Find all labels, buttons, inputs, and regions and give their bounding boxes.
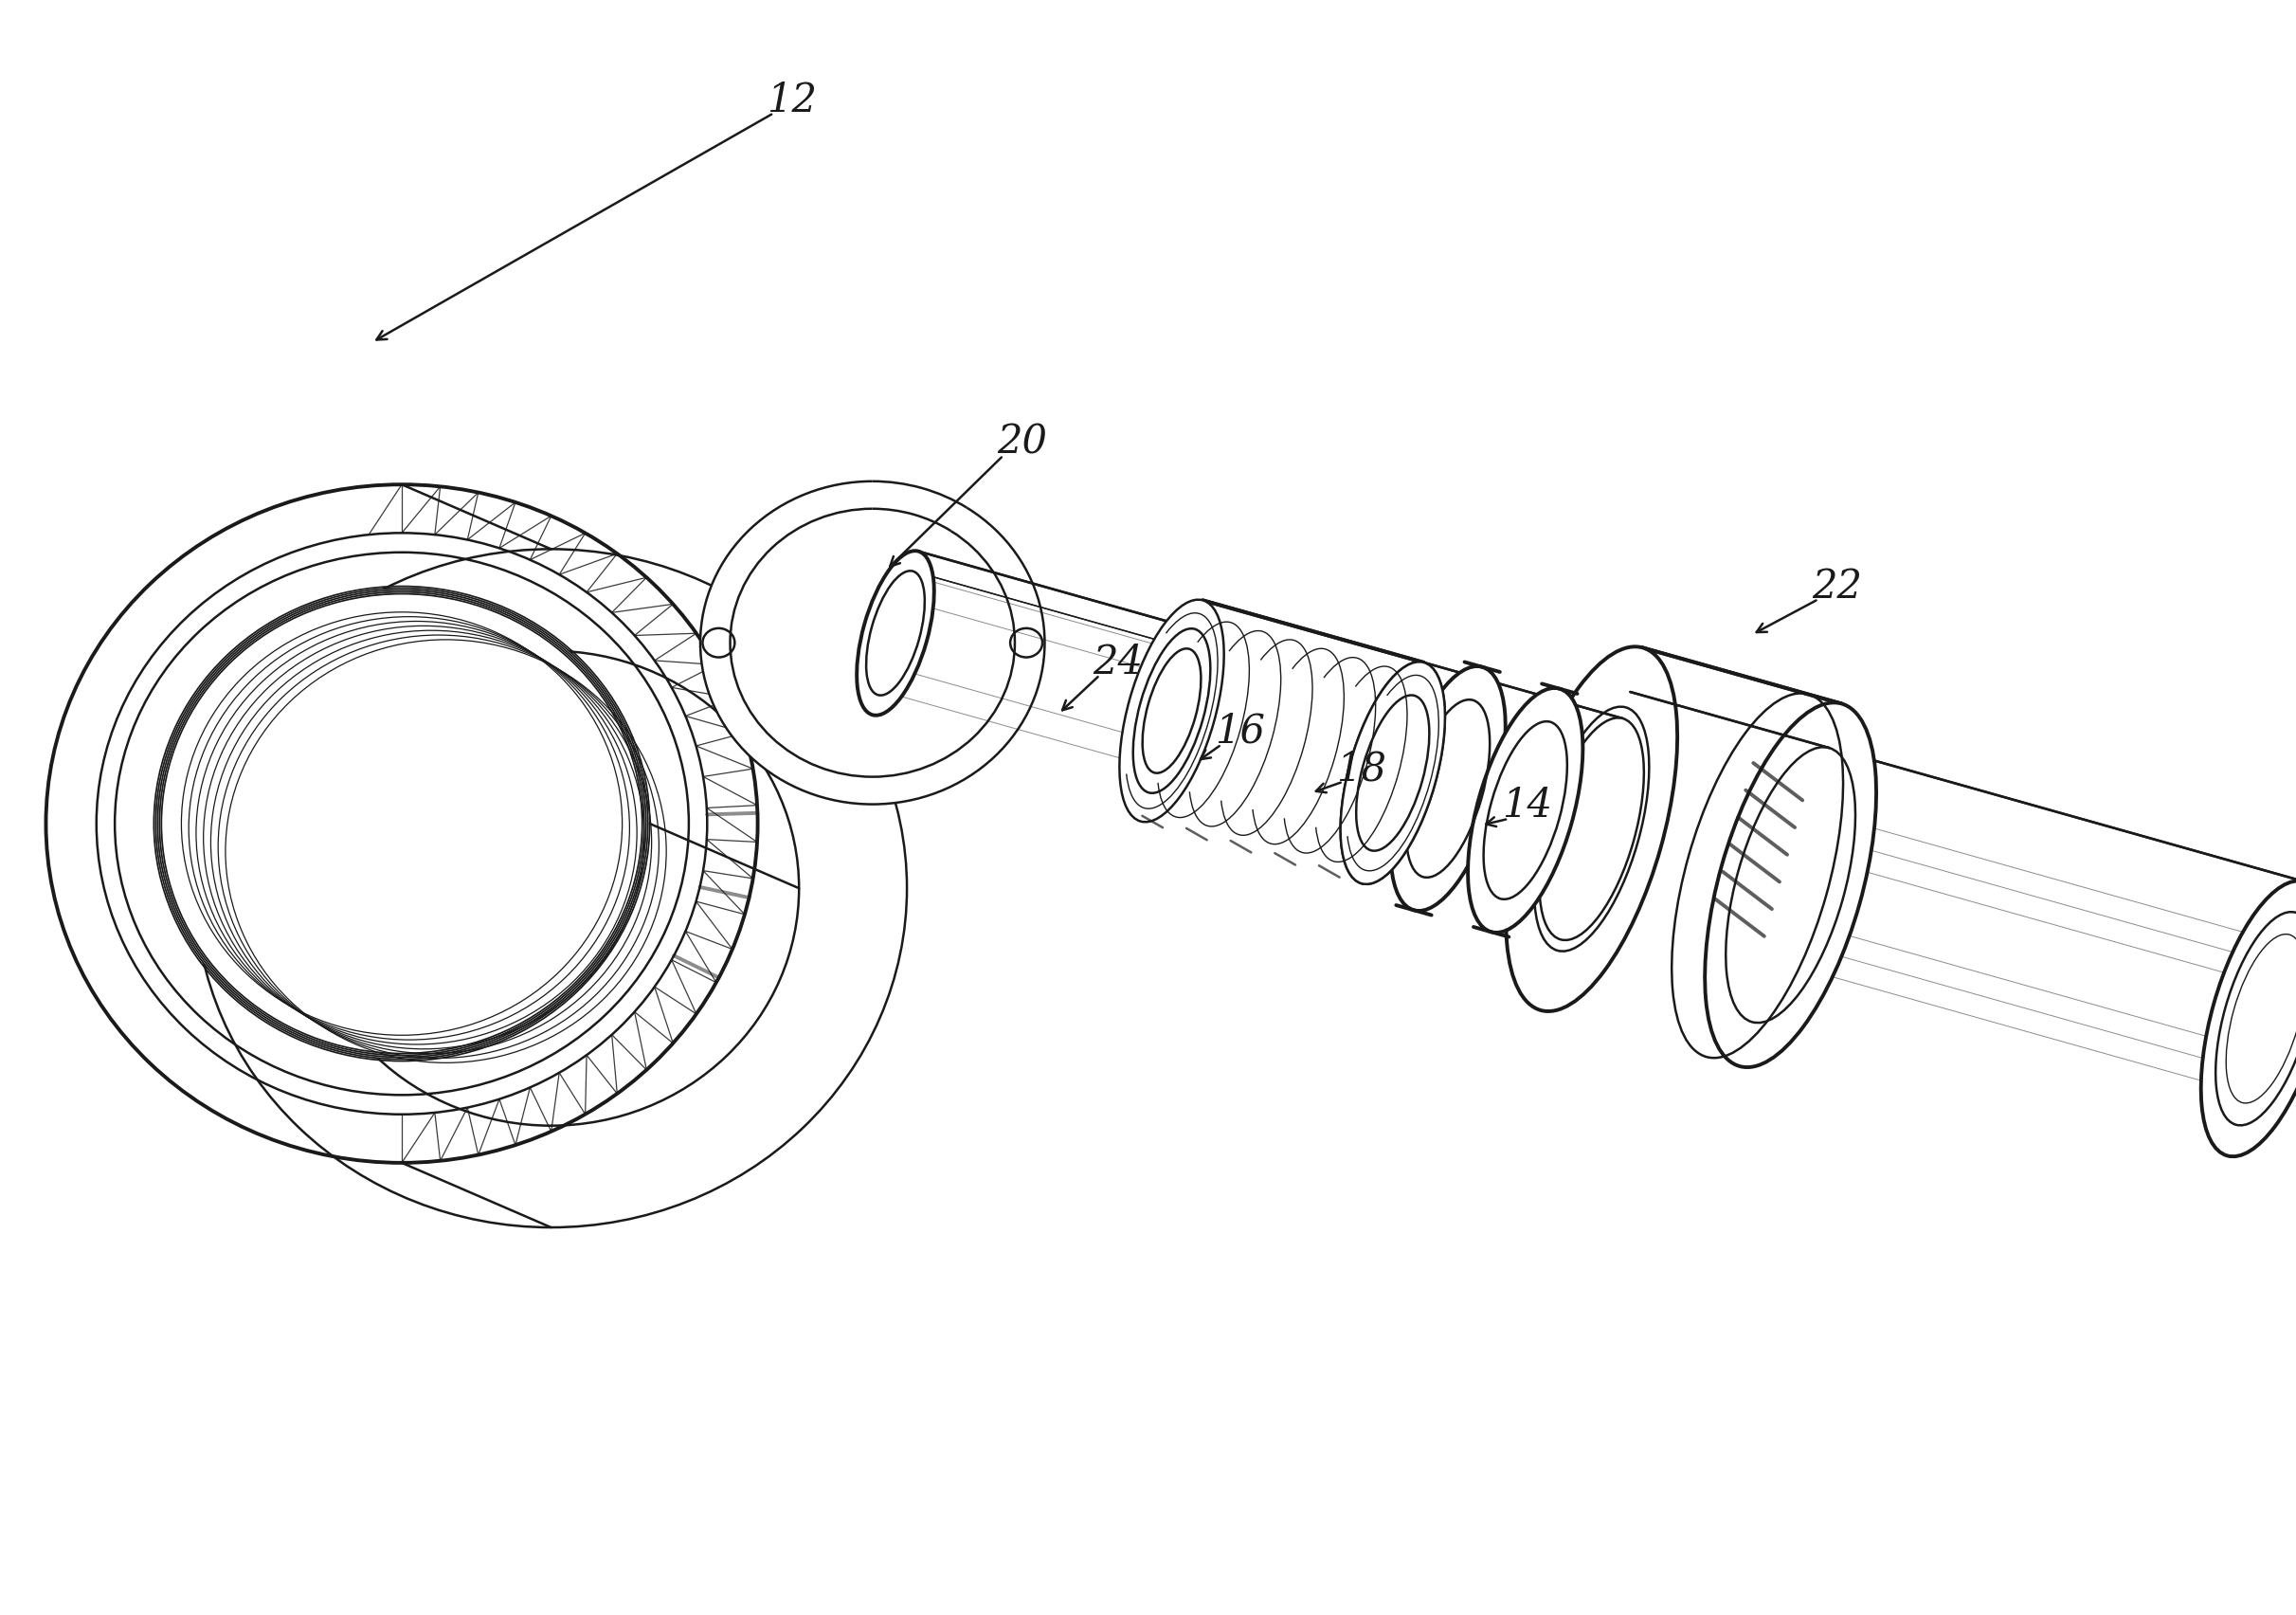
Ellipse shape: [1341, 662, 1444, 883]
Ellipse shape: [700, 481, 1045, 804]
Ellipse shape: [1706, 703, 1876, 1068]
Ellipse shape: [1727, 748, 1855, 1022]
Ellipse shape: [1467, 688, 1582, 932]
Text: 16: 16: [1215, 712, 1265, 751]
Text: 22: 22: [1812, 567, 1862, 606]
Ellipse shape: [156, 588, 647, 1059]
Ellipse shape: [1538, 717, 1644, 940]
Text: 24: 24: [1093, 643, 1143, 682]
Ellipse shape: [856, 551, 934, 715]
Ellipse shape: [1132, 628, 1210, 793]
Ellipse shape: [303, 651, 799, 1126]
Text: 14: 14: [1502, 787, 1552, 825]
Ellipse shape: [2202, 880, 2296, 1156]
Ellipse shape: [1120, 599, 1224, 822]
Ellipse shape: [1341, 662, 1444, 883]
Text: 20: 20: [996, 423, 1047, 462]
Text: 18: 18: [1336, 749, 1387, 788]
Ellipse shape: [1506, 646, 1678, 1011]
Ellipse shape: [1391, 667, 1506, 911]
Text: 12: 12: [767, 81, 817, 120]
